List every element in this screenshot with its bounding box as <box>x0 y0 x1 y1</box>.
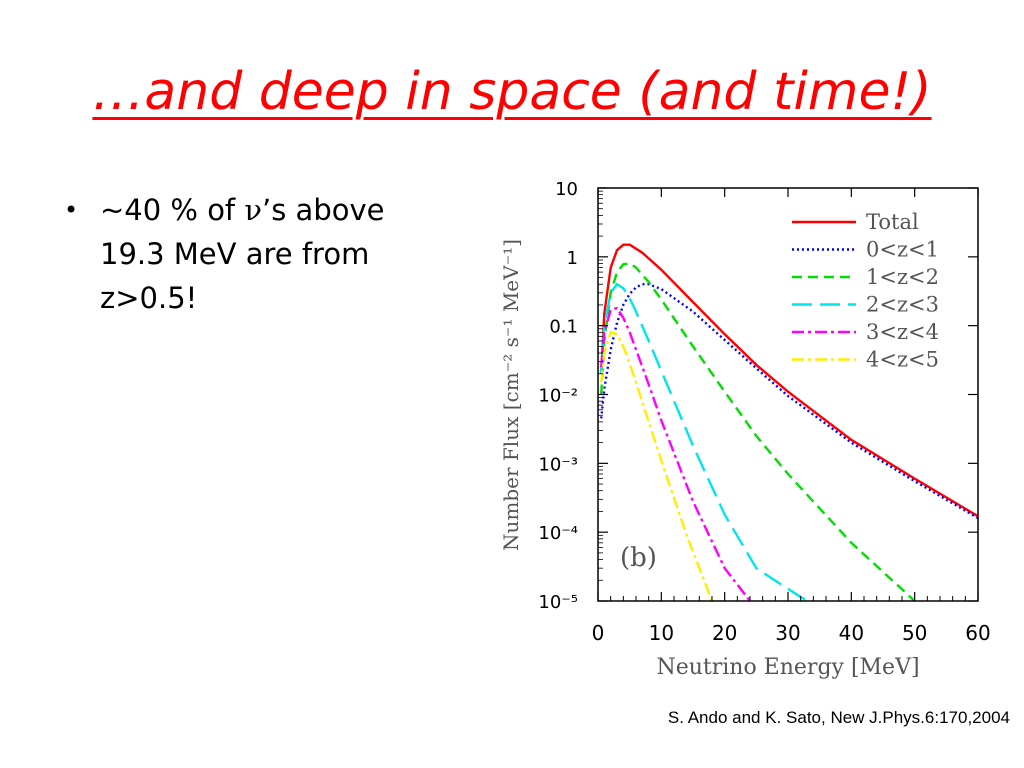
bullet-nu-symbol: ν <box>244 193 263 227</box>
series-line-5 <box>600 330 714 601</box>
bullet-list: • ~40 % of ν’s above 19.3 MeV are from z… <box>58 188 458 320</box>
y-tick-label: 10⁻³ <box>538 454 578 475</box>
series-line-2 <box>600 262 916 601</box>
legend-label-2: 1<z<2 <box>866 265 939 289</box>
x-tick-label: 30 <box>775 621 800 645</box>
y-tick-label: 10⁻⁴ <box>538 523 578 544</box>
bullet-item: • ~40 % of ν’s above 19.3 MeV are from z… <box>58 188 458 320</box>
legend-label-3: 2<z<3 <box>866 293 939 317</box>
x-tick-label: 40 <box>839 621 864 645</box>
y-tick-label: 1 <box>567 248 578 269</box>
legend-label-5: 4<z<5 <box>866 348 939 372</box>
bullet-suffix: ’s above 19.3 MeV are from z>0.5! <box>100 193 385 315</box>
bullet-dot-icon: • <box>64 196 79 224</box>
legend-label-0: Total <box>866 210 919 234</box>
y-tick-label: 0.1 <box>549 317 578 338</box>
x-tick-label: 20 <box>712 621 737 645</box>
series-line-0 <box>600 243 978 518</box>
legend-label-1: 0<z<1 <box>866 238 939 262</box>
citation: S. Ando and K. Sato, New J.Phys.6:170,20… <box>667 708 1010 727</box>
x-tick-label: 10 <box>649 621 674 645</box>
series-line-4 <box>600 306 751 601</box>
y-tick-label: 10⁻² <box>538 386 578 407</box>
bullet-prefix: ~40 % of <box>100 193 245 227</box>
y-tick-label: 10 <box>555 179 578 200</box>
neutrino-flux-chart: 0 10 20 30 40 50 60 10 1 0.1 10⁻² 10⁻³ 10⁻⁴ 10⁻⁵ Tota… <box>499 179 991 680</box>
series-line-3 <box>600 282 808 601</box>
x-axis-label: Neutrino Energy [MeV] <box>656 655 919 680</box>
x-tick-label: 50 <box>902 621 927 645</box>
slide-title: …and deep in space (and time!) <box>92 62 932 122</box>
legend-label-4: 3<z<4 <box>866 320 939 344</box>
x-tick-label: 0 <box>592 621 605 645</box>
y-axis-label: Number Flux [cm⁻² s⁻¹ MeV⁻¹] <box>499 239 523 551</box>
panel-label: (b) <box>620 543 657 573</box>
series-line-1 <box>600 283 978 520</box>
x-tick-label: 60 <box>965 621 990 645</box>
y-tick-label: 10⁻⁵ <box>538 592 578 613</box>
